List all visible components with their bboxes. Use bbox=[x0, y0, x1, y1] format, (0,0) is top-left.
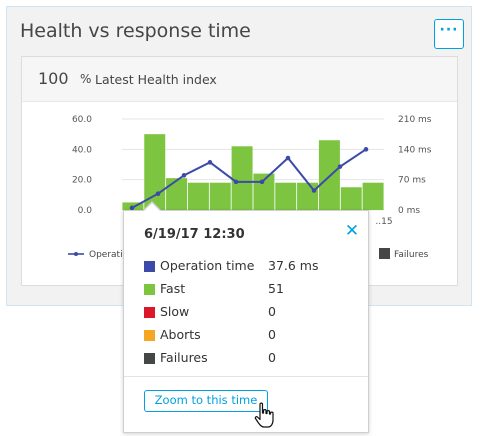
right-axis-tick-label: 0 ms bbox=[398, 206, 420, 216]
tooltip-label: Operation time bbox=[160, 258, 255, 273]
left-axis-tick-label: 60.0 bbox=[72, 115, 92, 125]
card-title: Health vs response time bbox=[20, 20, 251, 42]
datapoint-tooltip: 6/19/17 12:30 ✕ Operation time 37.6 ms F… bbox=[123, 210, 369, 433]
right-axis-tick-label: 70 ms bbox=[398, 176, 426, 186]
tooltip-divider bbox=[124, 376, 368, 377]
fast-bars bbox=[122, 134, 384, 210]
close-icon[interactable]: ✕ bbox=[344, 221, 360, 241]
failures-swatch bbox=[144, 353, 155, 364]
fast-bar bbox=[166, 178, 188, 210]
tooltip-label: Slow bbox=[160, 304, 190, 319]
operation-time-point bbox=[233, 179, 239, 185]
tooltip-label: Fast bbox=[160, 281, 186, 296]
x-axis-tick-label: ..15 bbox=[375, 217, 392, 227]
left-axis-tick-label: 0.0 bbox=[78, 206, 93, 216]
aborts-swatch bbox=[144, 330, 155, 341]
left-axis-tick-label: 20.0 bbox=[72, 176, 92, 186]
operation-time-point bbox=[155, 191, 161, 197]
fast-bar bbox=[144, 134, 166, 210]
operation-time-point bbox=[129, 205, 135, 211]
left-axis-tick-label: 40.0 bbox=[72, 145, 92, 155]
tooltip-date: 6/19/17 12:30 bbox=[144, 227, 245, 242]
fast-bar bbox=[231, 146, 253, 210]
operation-time-point bbox=[259, 179, 265, 185]
tooltip-value: 0 bbox=[268, 350, 276, 365]
operation-time-line bbox=[129, 147, 369, 211]
tooltip-value: 0 bbox=[268, 304, 276, 319]
fast-bar bbox=[340, 187, 362, 210]
tooltip-value: 37.6 ms bbox=[268, 258, 319, 273]
operation-time-swatch bbox=[144, 261, 155, 272]
fast-bar bbox=[362, 182, 384, 210]
fast-swatch bbox=[144, 284, 155, 295]
slow-swatch bbox=[144, 307, 155, 318]
right-axis-tick-label: 140 ms bbox=[398, 145, 432, 155]
operation-time-path bbox=[131, 148, 367, 209]
operation-time-point bbox=[181, 173, 187, 178]
health-header: 100 % Latest Health index bbox=[22, 57, 457, 102]
health-index-unit: % bbox=[80, 72, 92, 86]
tooltip-pointer-fill bbox=[143, 203, 161, 212]
operation-time-point bbox=[311, 188, 317, 193]
fast-bar bbox=[209, 182, 231, 210]
tooltip-value: 51 bbox=[268, 281, 284, 296]
left-axis: 60.0 40.0 20.0 0.0 bbox=[72, 115, 92, 216]
legend-failures-swatch bbox=[379, 248, 390, 259]
fast-bar bbox=[297, 182, 319, 210]
health-index-label: Latest Health index bbox=[95, 72, 217, 87]
more-options-button[interactable]: ··· bbox=[434, 19, 464, 49]
operation-time-point bbox=[337, 164, 343, 169]
tooltip-value: 0 bbox=[268, 327, 276, 342]
fast-bar bbox=[275, 182, 297, 210]
hand-pointer-icon bbox=[254, 402, 274, 428]
tooltip-label: Aborts bbox=[160, 327, 201, 342]
tooltip-label: Failures bbox=[160, 350, 208, 365]
right-axis-tick-label: 210 ms bbox=[398, 115, 432, 125]
right-axis: 210 ms 140 ms 70 ms 0 ms bbox=[398, 115, 432, 216]
operation-time-point bbox=[207, 160, 213, 165]
fast-bar bbox=[187, 182, 209, 210]
health-index-value: 100 bbox=[38, 69, 69, 88]
zoom-to-time-button[interactable]: Zoom to this time bbox=[144, 390, 268, 412]
operation-time-point bbox=[285, 155, 291, 161]
legend-operation-time-dot bbox=[74, 252, 78, 256]
legend-failures-label: Failures bbox=[394, 250, 429, 260]
operation-time-point bbox=[363, 147, 369, 152]
